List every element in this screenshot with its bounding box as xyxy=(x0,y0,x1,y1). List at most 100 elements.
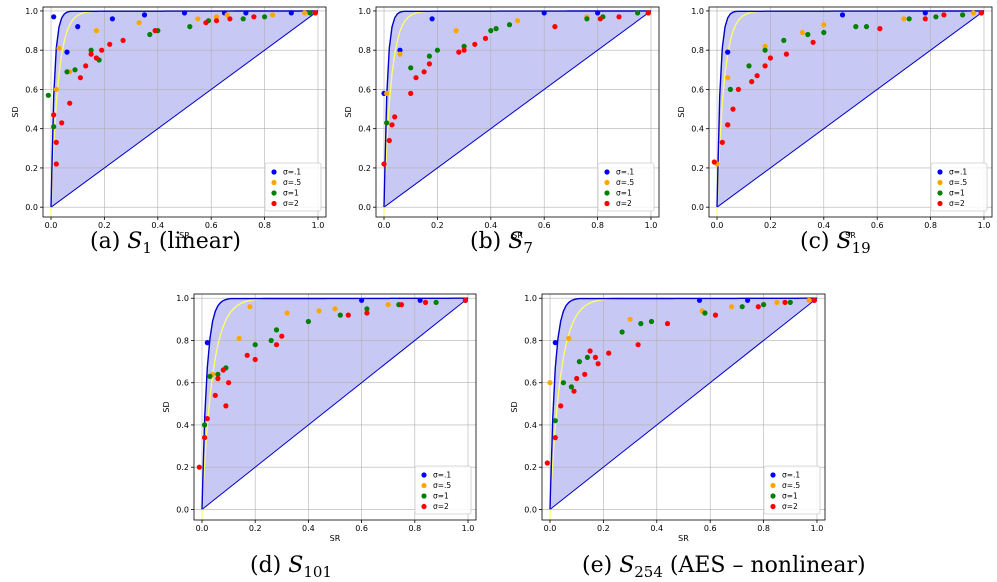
panel-caption: (c) S19 xyxy=(800,229,871,257)
diagonal-line xyxy=(383,10,652,208)
legend-label-3: σ=2 xyxy=(782,502,798,511)
data-point-s3-p10 xyxy=(635,342,641,348)
x-tick-label: 1.0 xyxy=(811,524,824,533)
frontier-curve-blue xyxy=(549,297,817,510)
legend-label-1: σ=.5 xyxy=(949,178,967,187)
legend-box xyxy=(930,162,988,212)
legend-marker-2 xyxy=(937,190,943,196)
data-point-s3-p12 xyxy=(712,312,719,318)
axes-frame xyxy=(193,293,477,521)
caption-subscript: 254 xyxy=(634,563,663,581)
data-point-s1-p5 xyxy=(774,299,780,305)
data-point-s3-p8 xyxy=(244,352,250,358)
data-point-s0-p3 xyxy=(109,16,115,22)
x-tick-label: 0.0 xyxy=(378,221,391,230)
x-tick-label: 0.4 xyxy=(151,221,164,230)
data-point-s2-p11 xyxy=(262,14,268,20)
frontier-curve-blue xyxy=(383,10,651,208)
data-point-s2-p1 xyxy=(51,124,57,130)
data-point-s2-p1 xyxy=(408,65,414,71)
data-point-s2-p1 xyxy=(207,373,213,379)
diagonal-line xyxy=(50,10,319,208)
data-point-s2-p10 xyxy=(635,10,641,16)
legend-marker-2 xyxy=(770,493,776,499)
x-tick-label: 0.6 xyxy=(205,221,218,230)
data-point-s0-p2 xyxy=(75,24,81,30)
data-point-s1-p2 xyxy=(453,28,459,34)
data-point-s3-p6 xyxy=(754,73,760,79)
frontier-curve-blue xyxy=(201,297,468,510)
data-point-s3-p3 xyxy=(730,106,736,112)
data-point-s0-p4 xyxy=(595,10,601,16)
data-point-s3-p6 xyxy=(83,63,89,69)
data-point-s2-p7 xyxy=(506,22,513,28)
data-point-s2-p9 xyxy=(364,306,370,312)
data-point-s3-p0 xyxy=(544,460,550,466)
data-point-s3-p5 xyxy=(77,75,83,81)
caption-subscript: 7 xyxy=(523,239,533,257)
data-point-s2-p5 xyxy=(619,329,625,335)
chart-panel-3: 0.0 0.2 0.4 0.6 0.8 1.0 0.0 0.2 0.4 0.6 0.8 1.0 SR SD… xyxy=(677,6,993,257)
legend-label-0: σ=.1 xyxy=(782,471,800,480)
data-point-s2-p10 xyxy=(761,302,767,308)
chart-panel-2: 0.0 0.2 0.4 0.6 0.8 1.0 0.0 0.2 0.4 0.6 0.8 1.0 SR SD… xyxy=(344,6,660,257)
data-point-s2-p5 xyxy=(805,31,811,38)
x-tick-label: 0.4 xyxy=(302,524,315,533)
x-axis-label: SR xyxy=(678,534,689,543)
y-tick-label: 0.2 xyxy=(691,164,704,173)
data-point-s3-p14 xyxy=(978,10,984,16)
diagonal-line xyxy=(716,10,985,208)
legend-label-0: σ=.1 xyxy=(433,471,451,480)
data-point-s2-p4 xyxy=(88,47,94,53)
data-point-s3-p13 xyxy=(203,20,209,26)
data-point-s1-p3 xyxy=(514,18,521,24)
data-point-s3-p5 xyxy=(582,371,588,377)
legend-label-1: σ=.5 xyxy=(283,178,301,187)
data-point-s0-p2 xyxy=(417,297,423,303)
data-point-s1-p7 xyxy=(224,12,230,18)
legend-label-1: σ=.5 xyxy=(433,481,451,490)
data-point-s3-p2 xyxy=(725,122,731,128)
data-point-s2-p6 xyxy=(147,31,153,38)
data-point-s1-p5 xyxy=(195,16,201,22)
data-point-s3-p1 xyxy=(386,137,392,144)
y-tick-label: 0.8 xyxy=(691,46,704,55)
data-point-s3-p14 xyxy=(398,302,405,308)
chart-panel-5: 0.0 0.2 0.4 0.6 0.8 1.0 0.0 0.2 0.4 0.6 0.8 1.0 SR SD… xyxy=(510,293,866,581)
legend-label-1: σ=.5 xyxy=(782,481,800,490)
data-point-s3-p15 xyxy=(811,297,817,303)
y-tick-label: 0.0 xyxy=(358,203,371,212)
y-tick-label: 0.2 xyxy=(524,463,537,472)
data-point-s2-p8 xyxy=(863,24,870,30)
axes-frame xyxy=(541,293,826,521)
data-point-s3-p12 xyxy=(922,16,928,22)
data-point-s0-p1 xyxy=(696,297,703,303)
legend-marker-2 xyxy=(604,190,610,196)
data-point-s3-p0 xyxy=(51,112,57,118)
data-point-s3-p9 xyxy=(606,350,612,356)
data-point-s2-p10 xyxy=(240,16,246,22)
data-point-s3-p11 xyxy=(664,321,671,327)
caption-tag: (e) xyxy=(582,553,619,578)
data-point-s2-p2 xyxy=(568,384,575,390)
data-point-s2-p3 xyxy=(72,67,78,73)
data-point-s3-p12 xyxy=(552,24,558,30)
x-axis-label: SR xyxy=(845,231,856,240)
legend-label-2: σ=1 xyxy=(616,189,632,198)
data-point-s1-p4 xyxy=(136,20,142,26)
data-point-s3-p11 xyxy=(279,333,285,339)
data-point-s3-p2 xyxy=(558,403,564,409)
caption-symbol: S xyxy=(619,553,634,578)
legend-label-3: σ=2 xyxy=(616,199,632,208)
data-point-s3-p7 xyxy=(592,354,599,360)
data-point-s3-p8 xyxy=(767,55,774,61)
legend-marker-2 xyxy=(271,190,277,196)
data-point-s2-p7 xyxy=(648,318,655,325)
caption-tag: (a) xyxy=(90,229,127,254)
data-point-s0-p0 xyxy=(51,14,57,20)
legend-marker-3 xyxy=(604,200,610,207)
data-point-s3-p9 xyxy=(252,356,258,363)
data-point-s3-p13 xyxy=(364,310,370,316)
x-tick-label: 0.0 xyxy=(196,524,209,533)
data-point-s1-p0 xyxy=(547,380,553,386)
